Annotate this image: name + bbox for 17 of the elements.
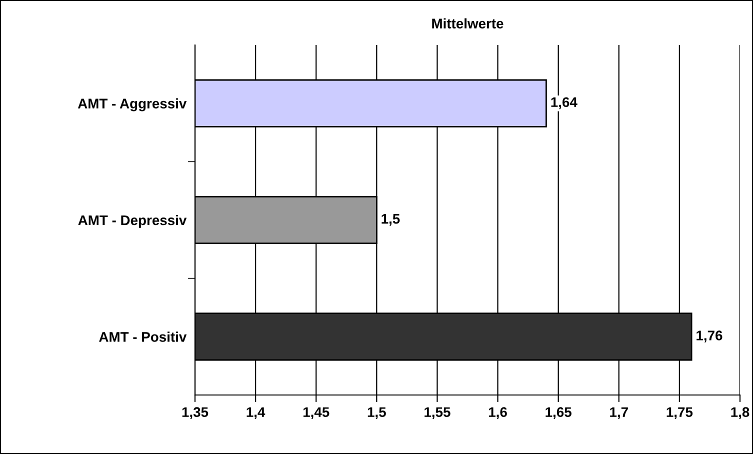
x-tick-label: 1,4 [246,407,266,420]
y-tick-label: AMT - Aggressiv [78,98,187,112]
x-tick-label: 1,55 [424,407,450,420]
x-tick-label: 1,75 [666,407,693,420]
x-tick-label: 1,8 [731,407,750,420]
x-tick-label: 1,35 [182,407,208,420]
x-tick-label: 1,5 [368,407,386,420]
x-tick-label: 1,7 [610,407,628,420]
y-tick-label: AMT - Depressiv [78,214,187,228]
y-tick-label: AMT - Positiv [99,332,187,342]
data-label: 1,76 [696,330,722,342]
data-label: 1,64 [551,97,578,110]
chart-title: Mittelwerte [432,18,504,28]
x-tick-label: 1,65 [546,407,572,420]
x-tick-label: 1,45 [303,407,330,420]
data-label: 1,5 [382,214,400,226]
x-tick-label: 1,6 [489,407,507,420]
